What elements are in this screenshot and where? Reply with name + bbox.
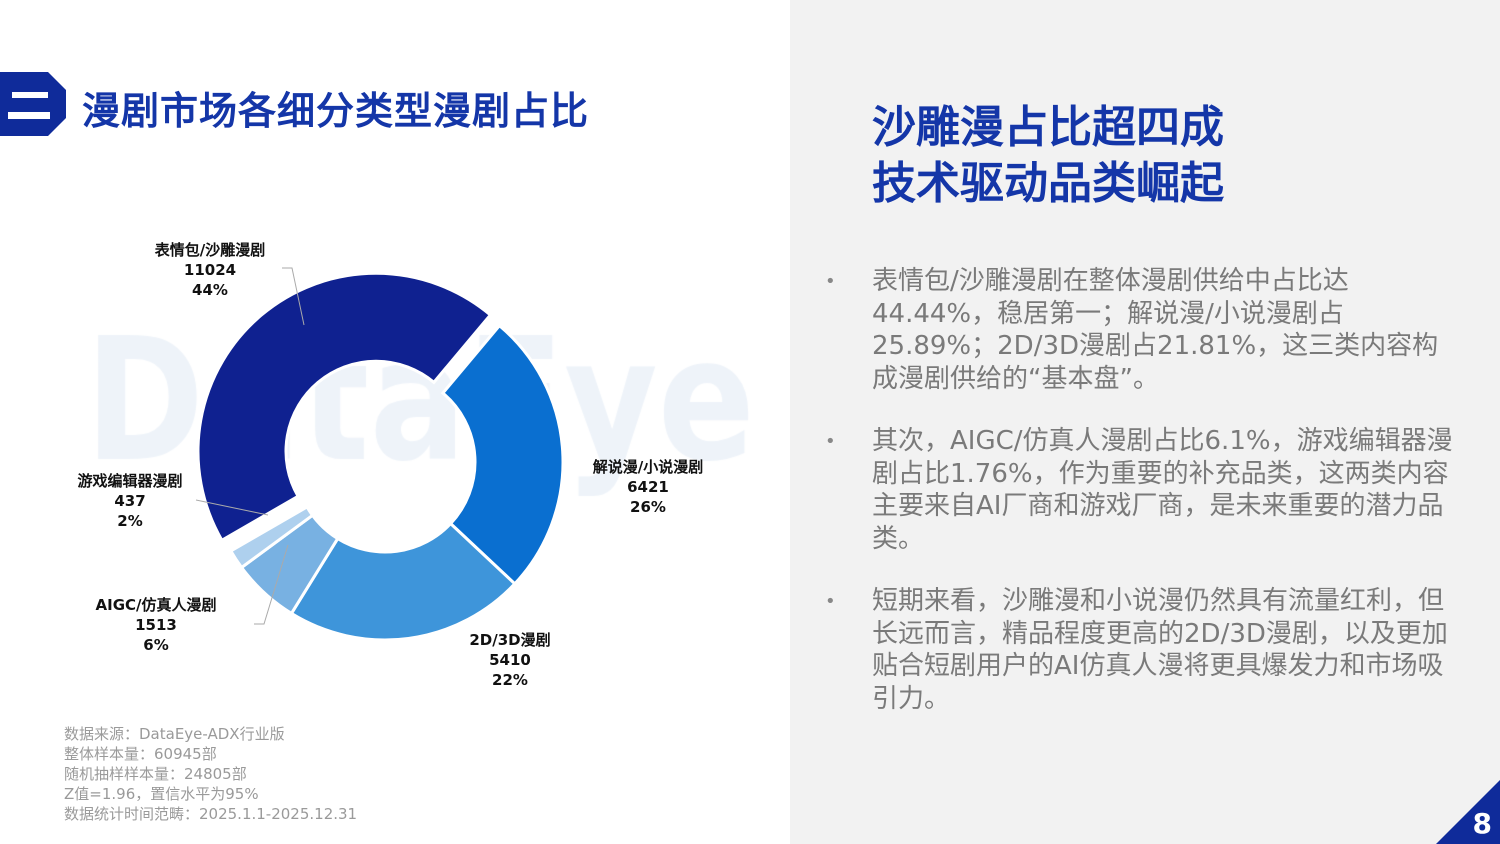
headline-line-2: 技术驱动品类崛起 bbox=[872, 158, 1224, 209]
bullet-list: • 表情包/沙雕漫剧在整体漫剧供给中占比达44.44%，稳居第一；解说漫/小说漫剧… bbox=[825, 265, 1455, 745]
donut-slice-1 bbox=[440, 323, 565, 586]
headline-line-1: 沙雕漫占比超四成 bbox=[872, 102, 1224, 153]
donut-slice-4 bbox=[228, 504, 315, 570]
label-slice-4: 游戏编辑器漫剧 437 2% bbox=[77, 472, 183, 530]
source-line: 数据来源：DataEye-ADX行业版 bbox=[64, 725, 285, 743]
label-slice-0: 表情包/沙雕漫剧 11024 44% bbox=[154, 241, 266, 299]
donut-slice-0 bbox=[196, 271, 493, 543]
page-title: 漫剧市场各细分类型漫剧占比 bbox=[82, 89, 590, 133]
bullet-text: 表情包/沙雕漫剧在整体漫剧供给中占比达44.44%，稳居第一；解说漫/小说漫剧占… bbox=[872, 266, 1439, 394]
source-line: 随机抽样样本量：24805部 bbox=[64, 765, 247, 783]
right-panel bbox=[790, 0, 1500, 844]
page-number-corner bbox=[1436, 780, 1500, 844]
leader-line bbox=[254, 544, 289, 625]
source-line: 数据统计时间范畴：2025.1.1-2025.12.31 bbox=[64, 805, 358, 823]
bullet-dot-icon: • bbox=[825, 591, 836, 612]
bullet-dot-icon: • bbox=[825, 271, 836, 292]
bullet-item: • 短期来看，沙雕漫和小说漫仍然具有流量红利，但长远而言，精品程度更高的2D/3D… bbox=[825, 585, 1455, 715]
leader-line bbox=[282, 267, 305, 326]
label-slice-3: AIGC/仿真人漫剧 1513 6% bbox=[95, 596, 217, 654]
bullet-item: • 表情包/沙雕漫剧在整体漫剧供给中占比达44.44%，稳居第一；解说漫/小说漫剧… bbox=[825, 265, 1455, 395]
donut-slice-2 bbox=[289, 521, 517, 642]
leader-line bbox=[195, 499, 269, 516]
label-slice-1: 解说漫/小说漫剧 6421 26% bbox=[592, 458, 704, 516]
source-line: 整体样本量：60945部 bbox=[64, 745, 217, 763]
bullet-item: • 其次，AIGC/仿真人漫剧占比6.1%，游戏编辑器漫剧占比1.76%，作为重要… bbox=[825, 425, 1455, 555]
bullet-text: 短期来看，沙雕漫和小说漫仍然具有流量红利，但长远而言，精品程度更高的2D/3D漫… bbox=[872, 586, 1448, 714]
data-source-notes: 数据来源：DataEye-ADX行业版 整体样本量：60945部 随机抽样样本量… bbox=[64, 724, 357, 824]
section-badge bbox=[0, 72, 66, 136]
donut-chart bbox=[195, 267, 565, 642]
source-line: Z值=1.96，置信水平为95% bbox=[64, 785, 259, 803]
bullet-dot-icon: • bbox=[825, 431, 836, 452]
label-slice-2: 2D/3D漫剧 5410 22% bbox=[469, 631, 551, 689]
page-number: 8 bbox=[1472, 807, 1492, 840]
headline: 沙雕漫占比超四成 技术驱动品类崛起 bbox=[872, 100, 1224, 212]
bullet-text: 其次，AIGC/仿真人漫剧占比6.1%，游戏编辑器漫剧占比1.76%，作为重要的… bbox=[872, 426, 1453, 554]
